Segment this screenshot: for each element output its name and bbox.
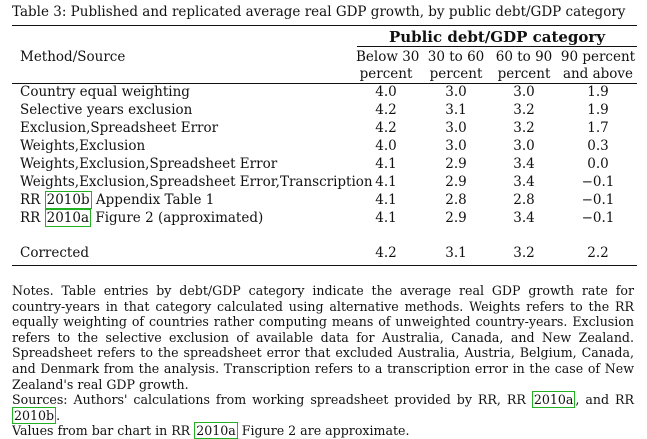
row-value-below-30: 4.1 xyxy=(375,210,397,226)
row-label: Weights,Exclusion xyxy=(20,138,146,154)
row-value-60-90: 3.4 xyxy=(513,174,535,190)
row-label-prefix: RR xyxy=(20,192,45,208)
row-value-90-above: −0.1 xyxy=(581,192,615,208)
citation-link-rr-2010a[interactable]: 2010a xyxy=(194,422,238,439)
row-value-90-above: 0.0 xyxy=(587,156,609,172)
row-label: Country equal weighting xyxy=(20,84,190,100)
row-label: Exclusion,Spreadsheet Error xyxy=(20,120,219,136)
corrected-value-below-30: 4.2 xyxy=(375,245,397,261)
header-rule xyxy=(12,83,637,84)
col-header-below-30: Below 30 percent xyxy=(356,49,420,83)
citation-link-rr-2010b[interactable]: 2010b xyxy=(44,191,92,209)
row-value-30-60: 2.9 xyxy=(445,156,467,172)
row-label: Weights,Exclusion,Spreadsheet Error,Tran… xyxy=(20,174,373,190)
table-notes: Notes. Table entries by debt/GDP categor… xyxy=(12,283,634,439)
col-header-line2: percent xyxy=(429,66,483,82)
col-header-90-above: 90 percent and above xyxy=(560,49,636,83)
row-label: Selective years exclusion xyxy=(20,102,193,118)
row-value-below-30: 4.1 xyxy=(375,156,397,172)
notes-sources-text: Sources: Authors' calculations from work… xyxy=(12,392,532,408)
row-value-below-30: 4.1 xyxy=(375,174,397,190)
row-label-prefix: RR xyxy=(20,210,45,226)
top-rule xyxy=(12,25,637,27)
row-label: RR 2010b Appendix Table 1 xyxy=(20,191,215,209)
row-label: Weights,Exclusion,Spreadsheet Error xyxy=(20,156,278,172)
row-value-30-60: 2.9 xyxy=(445,210,467,226)
corrected-label: Corrected xyxy=(20,245,89,261)
col-header-line2: percent xyxy=(497,66,551,82)
row-value-60-90: 3.2 xyxy=(513,102,535,118)
row-value-below-30: 4.0 xyxy=(375,84,397,100)
row-value-below-30: 4.0 xyxy=(375,138,397,154)
col-header-line2: and above xyxy=(562,66,634,82)
row-value-below-30: 4.2 xyxy=(375,102,397,118)
row-value-60-90: 2.8 xyxy=(513,192,535,208)
group-header-rule xyxy=(357,46,637,47)
row-value-30-60: 2.9 xyxy=(445,174,467,190)
col-header-line2: percent xyxy=(359,66,413,82)
row-value-90-above: −0.1 xyxy=(581,174,615,190)
row-value-60-90: 3.0 xyxy=(513,84,535,100)
corrected-value-90-above: 2.2 xyxy=(587,245,609,261)
col-header-30-60: 30 to 60 percent xyxy=(425,49,487,83)
col-header-line1: 90 percent xyxy=(560,49,636,65)
notes-sources: Sources: Authors' calculations from work… xyxy=(12,391,635,424)
row-label-suffix: Figure 2 (approximated) xyxy=(91,210,264,226)
row-value-90-above: 0.3 xyxy=(587,138,609,154)
row-value-60-90: 3.4 xyxy=(513,210,535,226)
notes-sources-mid: , and RR xyxy=(575,392,635,408)
row-label-suffix: Appendix Table 1 xyxy=(91,192,215,208)
col-header-line1: Below 30 xyxy=(356,49,420,65)
row-value-60-90: 3.4 xyxy=(513,156,535,172)
row-value-60-90: 3.2 xyxy=(513,120,535,136)
row-value-below-30: 4.2 xyxy=(375,120,397,136)
corrected-value-30-60: 3.1 xyxy=(445,245,467,261)
notes-main: Notes. Table entries by debt/GDP categor… xyxy=(12,283,634,392)
citation-link-rr-2010a[interactable]: 2010a xyxy=(531,391,576,409)
row-label: RR 2010a Figure 2 (approximated) xyxy=(20,209,264,227)
row-value-60-90: 3.0 xyxy=(513,138,535,154)
group-header: Public debt/GDP category xyxy=(388,28,606,46)
col-header-line1: 30 to 60 xyxy=(427,49,485,65)
row-value-30-60: 3.0 xyxy=(445,138,467,154)
row-value-30-60: 3.0 xyxy=(445,120,467,136)
bottom-rule xyxy=(12,265,637,267)
citation-link-rr-2010b[interactable]: 2010b xyxy=(12,406,57,424)
col-header-60-90: 60 to 90 percent xyxy=(490,49,558,83)
row-value-below-30: 4.1 xyxy=(375,192,397,208)
row-value-90-above: −0.1 xyxy=(581,210,615,226)
row-value-30-60: 3.0 xyxy=(445,84,467,100)
table-caption: Table 3: Published and replicated averag… xyxy=(12,4,626,20)
citation-link-rr-2010a[interactable]: 2010a xyxy=(44,209,92,227)
row-value-30-60: 2.8 xyxy=(445,192,467,208)
corrected-value-60-90: 3.2 xyxy=(513,245,535,261)
col-header-line1: 60 to 90 xyxy=(495,49,553,65)
method-source-header: Method/Source xyxy=(20,49,126,65)
row-value-90-above: 1.7 xyxy=(587,120,609,136)
notes-sources-end: . xyxy=(56,407,61,423)
row-value-90-above: 1.9 xyxy=(587,102,609,118)
row-value-30-60: 3.1 xyxy=(445,102,467,118)
row-value-90-above: 1.9 xyxy=(587,84,609,100)
